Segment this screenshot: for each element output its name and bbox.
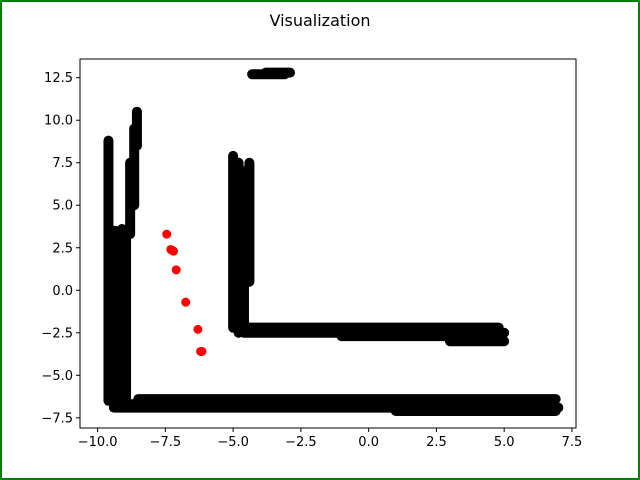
- plot-area-frame: [79, 58, 577, 429]
- x-tick-label: −5.0: [217, 435, 249, 450]
- red-point-6: [193, 324, 203, 334]
- y-tick-label: 5.0: [52, 199, 73, 214]
- y-tick-label: 10.0: [44, 114, 73, 129]
- x-tick-label: 5.0: [494, 435, 515, 450]
- y-tick-label: −5.0: [41, 369, 73, 384]
- red-point-4: [171, 265, 181, 275]
- x-axis: −10.0 −7.5 −5.0 −2.5 0.0 2.5 5.0 7.5: [78, 428, 583, 450]
- y-tick-label: 7.5: [52, 156, 73, 171]
- x-tick-label: 7.5: [562, 435, 583, 450]
- x-tick-label: −10.0: [78, 435, 118, 450]
- black-series: [103, 67, 564, 416]
- red-point-5: [181, 297, 191, 307]
- red-point-3: [167, 245, 177, 255]
- x-tick-label: −2.5: [285, 435, 317, 450]
- red-point-0: [162, 229, 172, 239]
- red-series: [162, 229, 207, 356]
- y-tick-label: −2.5: [41, 326, 73, 341]
- y-axis: −7.5 −5.0 −2.5 0.0 2.5 5.0 7.5 10.0 12.5: [41, 71, 80, 426]
- red-point-8: [197, 346, 207, 356]
- chart-title: Visualization: [269, 11, 370, 30]
- x-tick-label: −7.5: [150, 435, 182, 450]
- x-tick-label: 0.0: [358, 435, 379, 450]
- y-tick-label: 0.0: [52, 284, 73, 299]
- y-tick-label: 2.5: [52, 241, 73, 256]
- y-tick-label: 12.5: [44, 71, 73, 86]
- x-tick-label: 2.5: [426, 435, 447, 450]
- y-tick-label: −7.5: [41, 411, 73, 426]
